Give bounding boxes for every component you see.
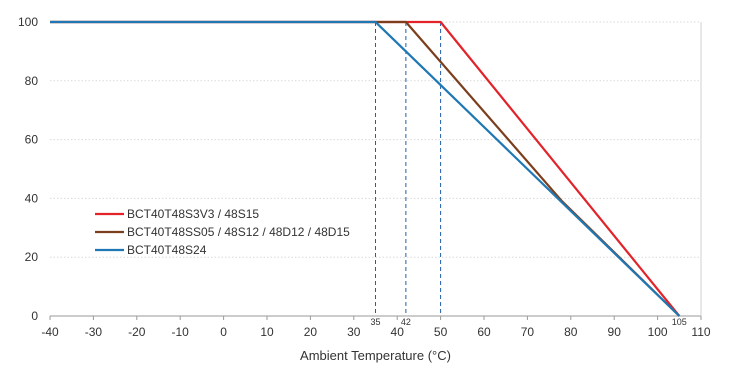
y-tick-label: 40 (25, 191, 39, 205)
series-line-2 (50, 20, 681, 317)
x-tick-label: 90 (608, 325, 622, 339)
legend-label-2: BCT40T48SS05 / 48S12 / 48D12 / 48D15 (127, 225, 350, 239)
x-tick-label: 0 (220, 325, 227, 339)
y-tick-label: 100 (18, 15, 38, 29)
y-tick-labels: 0 20 40 60 80 100 (18, 15, 38, 323)
legend-label-3: BCT40T48S24 (127, 243, 207, 257)
x-tick-label: 60 (477, 325, 491, 339)
series-line-1 (50, 20, 681, 317)
x-tick-label: 20 (304, 325, 318, 339)
annotation-label: 35 (370, 317, 380, 327)
annotation-label: 42 (401, 317, 411, 327)
x-tick-label: 50 (434, 325, 448, 339)
x-tick-label: 70 (521, 325, 535, 339)
y-tick-label: 60 (25, 133, 39, 147)
legend-label-1: BCT40T48S3V3 / 48S15 (127, 207, 259, 221)
x-tick-label: 80 (564, 325, 578, 339)
y-tick-label: 20 (25, 250, 39, 264)
series-lines (50, 20, 681, 317)
x-tick-label: 100 (648, 325, 668, 339)
y-tick-label: 80 (25, 74, 39, 88)
y-tick-label: 0 (31, 309, 38, 323)
x-tick-label: 30 (347, 325, 361, 339)
annotation-labels: 35 42 105 (370, 317, 686, 327)
x-tick-label: -10 (172, 325, 190, 339)
x-axis-title: Ambient Temperature (°C) (300, 348, 451, 363)
legend: BCT40T48S3V3 / 48S15 BCT40T48SS05 / 48S12… (95, 207, 350, 257)
x-tick-labels: -40 -30 -20 -10 0 10 20 30 40 50 60 70 80 90 100 110 (41, 325, 711, 339)
x-tick-label: -30 (85, 325, 103, 339)
annotation-label: 105 (672, 317, 687, 327)
axes (49, 22, 702, 320)
x-tick-label: 10 (260, 325, 274, 339)
x-tick-label: -40 (41, 325, 59, 339)
guide-lines (375, 22, 442, 316)
x-tick-label: 110 (691, 325, 710, 339)
x-tick-label: 40 (391, 325, 405, 339)
x-tick-label: -20 (128, 325, 146, 339)
series-line-3 (50, 20, 681, 317)
